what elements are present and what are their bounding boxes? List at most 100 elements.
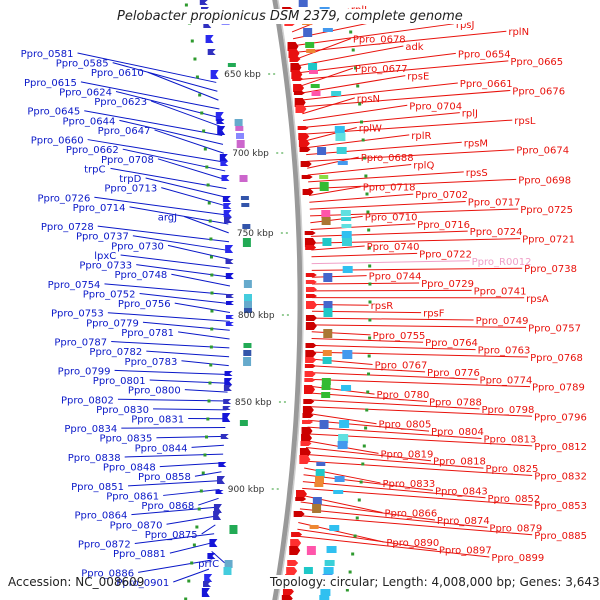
right-leader-line	[311, 275, 367, 278]
left-leader-line	[117, 398, 228, 402]
right-leader-line	[299, 508, 488, 528]
reverse-cog-block	[240, 196, 249, 200]
genome-backbone-arc	[272, 0, 303, 600]
reverse-cog-block	[223, 567, 232, 575]
left-leader-line	[161, 187, 228, 207]
tick-dot	[193, 57, 197, 61]
reverse-cog-block	[242, 224, 251, 229]
forward-gene-label: rplW	[359, 123, 382, 134]
forward-strand-cds	[289, 546, 301, 555]
forward-gene-label: Ppro_0740	[367, 242, 420, 253]
right-leader-line	[294, 30, 507, 53]
tick-dot	[206, 417, 210, 421]
reverse-gene-label: Ppro_0581	[21, 49, 74, 60]
forward-strand-cds	[305, 322, 317, 330]
reverse-cog-block	[235, 126, 244, 131]
right-leader-line	[306, 149, 515, 162]
reverse-strand-cds	[224, 217, 233, 223]
forward-cog-block	[310, 84, 320, 88]
right-leader-line	[310, 230, 468, 237]
gc-content-block	[339, 420, 350, 428]
left-leader-line	[138, 559, 211, 573]
tick-dot	[207, 201, 211, 205]
tick-dot	[362, 444, 366, 448]
forward-gene-label: Ppro_0774	[480, 375, 533, 386]
forward-strand-cds	[297, 126, 309, 130]
gc-content-block	[342, 266, 353, 273]
tick-dot	[190, 561, 194, 565]
reverse-gene-label: Ppro_0714	[73, 203, 126, 214]
reverse-gene-label: Ppro_0858	[138, 472, 191, 483]
left-leader-line	[156, 435, 225, 439]
forward-cog-block	[309, 525, 319, 529]
left-leader-line	[171, 273, 231, 287]
left-leader-line	[198, 497, 219, 506]
forward-gene-label: Ppro_0885	[534, 531, 587, 542]
left-leader-line	[163, 488, 220, 496]
tick-dot	[190, 39, 194, 43]
left-leader-line	[166, 515, 217, 525]
reverse-strand-cds	[205, 35, 214, 43]
left-leader-line	[154, 129, 224, 154]
tick-dot	[368, 318, 372, 322]
forward-strand-cds	[290, 63, 302, 72]
right-leader-line	[310, 365, 426, 373]
forward-gene-label: Ppro_0832	[534, 472, 587, 483]
reverse-gene-label: Ppro_0660	[31, 136, 84, 147]
reverse-strand-cds	[209, 539, 218, 547]
forward-strand-cds	[293, 91, 305, 95]
gc-content-block	[342, 350, 353, 359]
forward-gene-label: Ppro_0852	[487, 494, 540, 505]
forward-gene-label: Ppro_0724	[470, 227, 523, 238]
forward-gene-label: Ppro_0798	[482, 405, 535, 416]
forward-strand-cds	[294, 98, 306, 107]
gc-content-block	[337, 441, 348, 449]
reverse-cog-block	[243, 301, 252, 308]
reverse-cog-block	[234, 119, 243, 126]
forward-gene-label: Ppro_0764	[425, 338, 478, 349]
forward-cog-block	[312, 497, 322, 505]
forward-gene-label: Ppro_0729	[421, 279, 474, 290]
forward-cog-block	[308, 63, 318, 70]
forward-cog-block	[319, 420, 329, 429]
reverse-gene-label: Ppro_0610	[91, 68, 144, 79]
reverse-strand-cds	[223, 399, 232, 404]
reverse-cog-block	[236, 140, 245, 148]
forward-cog-block	[322, 357, 332, 364]
reverse-gene-label: Ppro_0861	[106, 491, 159, 502]
forward-gene-label: Ppro_0819	[380, 449, 433, 460]
forward-gene-label: Ppro_0677	[355, 64, 408, 75]
reverse-strand-cds	[207, 553, 216, 559]
forward-gene-label: Ppro_0710	[365, 212, 418, 223]
left-leader-line	[94, 196, 228, 216]
forward-gene-label: Ppro_0721	[522, 235, 575, 246]
tick-dot	[358, 102, 362, 106]
left-leader-line	[184, 389, 228, 393]
forward-strand-cds	[296, 490, 307, 498]
forward-gene-label: Ppro_0698	[518, 175, 571, 186]
forward-gene-label: Ppro_0897	[439, 546, 492, 557]
right-leader-line	[310, 215, 363, 224]
left-leader-line	[194, 471, 222, 477]
tick-dot	[361, 462, 365, 466]
tick-dot	[184, 597, 188, 600]
right-leader-line	[300, 501, 435, 521]
right-leader-line	[310, 223, 416, 231]
forward-gene-label: rpsJ	[456, 20, 475, 31]
tick-dot	[210, 291, 214, 295]
right-leader-line	[293, 23, 454, 47]
tick-dot	[205, 165, 209, 169]
scale-label: 800 kbp	[238, 311, 275, 321]
forward-gene-label: Ppro_0866	[384, 509, 437, 520]
right-leader-line	[305, 134, 410, 149]
gc-content-block	[341, 231, 352, 238]
reverse-strand-cds	[225, 273, 234, 279]
forward-strand-cds	[302, 189, 314, 195]
accession-text: Accession: NC_008609	[8, 575, 145, 589]
forward-gene-label: Ppro_0716	[417, 220, 470, 231]
tick-dot	[199, 489, 203, 493]
forward-gene-label: Ppro_0704	[409, 101, 462, 112]
left-leader-line	[169, 542, 214, 554]
left-leader-line	[80, 81, 220, 110]
